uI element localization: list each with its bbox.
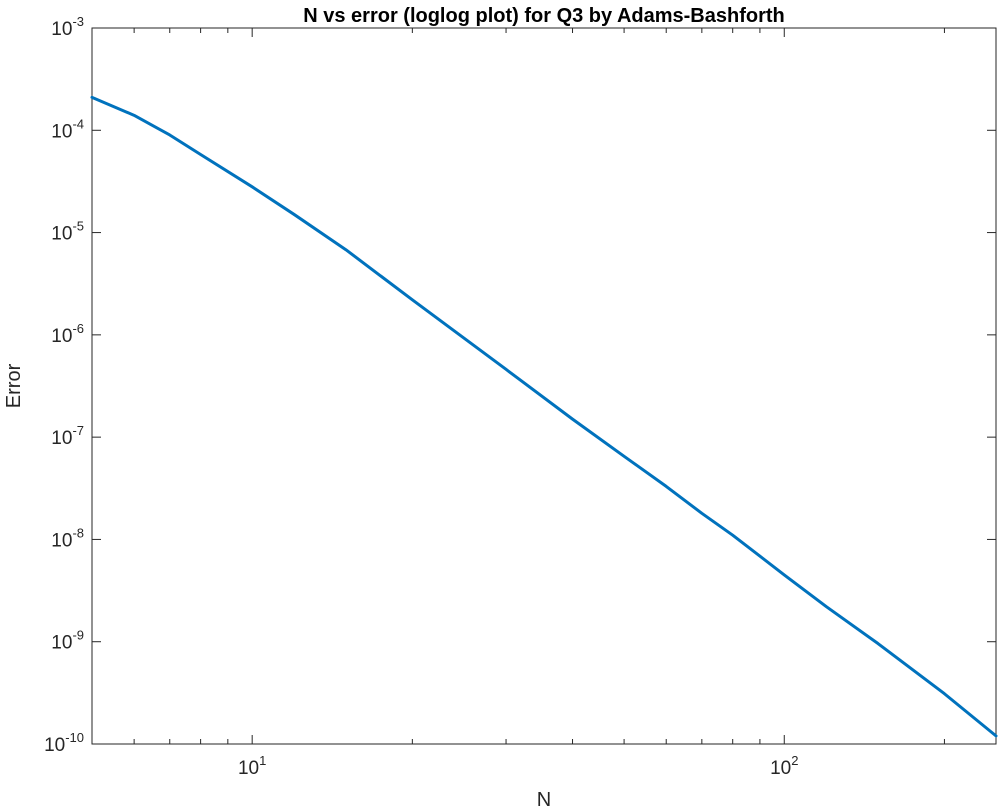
series-point (665, 485, 667, 487)
series-point (877, 642, 879, 645)
plot-area (91, 27, 997, 745)
series-point (701, 512, 703, 514)
y-tick-label: 10-7 (51, 423, 84, 449)
x-axis: 101 102 (91, 28, 945, 779)
series-point (169, 134, 171, 136)
y-axis: 10-3 10-4 10-5 10-6 10-7 10-8 10-9 10-10 (44, 14, 996, 756)
series-point (505, 368, 507, 370)
series-point (463, 337, 465, 339)
series-point (91, 96, 93, 98)
series-point (732, 534, 734, 536)
y-tick-label: 10-4 (51, 116, 84, 142)
y-axis-label: Error (3, 363, 25, 408)
series-point (943, 693, 946, 695)
y-tick-label: 10-3 (51, 14, 84, 40)
series-point (783, 574, 785, 576)
chart-title: N vs error (loglog plot) for Q3 by Adams… (303, 5, 785, 27)
y-tick-label: 10-5 (51, 219, 84, 245)
series-point (251, 186, 253, 188)
series-point (825, 606, 827, 608)
series-layer (90, 95, 998, 738)
series-point (200, 153, 202, 156)
y-tick-label: 10-9 (51, 628, 84, 654)
x-axis-label: N (537, 789, 551, 810)
series-point (133, 114, 135, 116)
y-tick-label: 10-8 (51, 525, 84, 551)
x-tick-label: 102 (770, 753, 798, 779)
series-point (623, 455, 625, 457)
series-point (345, 249, 347, 251)
y-tick-label: 10-10 (44, 730, 84, 756)
y-tick-label: 10-6 (51, 321, 84, 347)
series-point (571, 418, 574, 420)
series-point (293, 213, 295, 216)
series-point (411, 299, 413, 301)
series-point (995, 735, 997, 737)
x-tick-label: 101 (238, 753, 266, 779)
series-line (90, 95, 998, 738)
